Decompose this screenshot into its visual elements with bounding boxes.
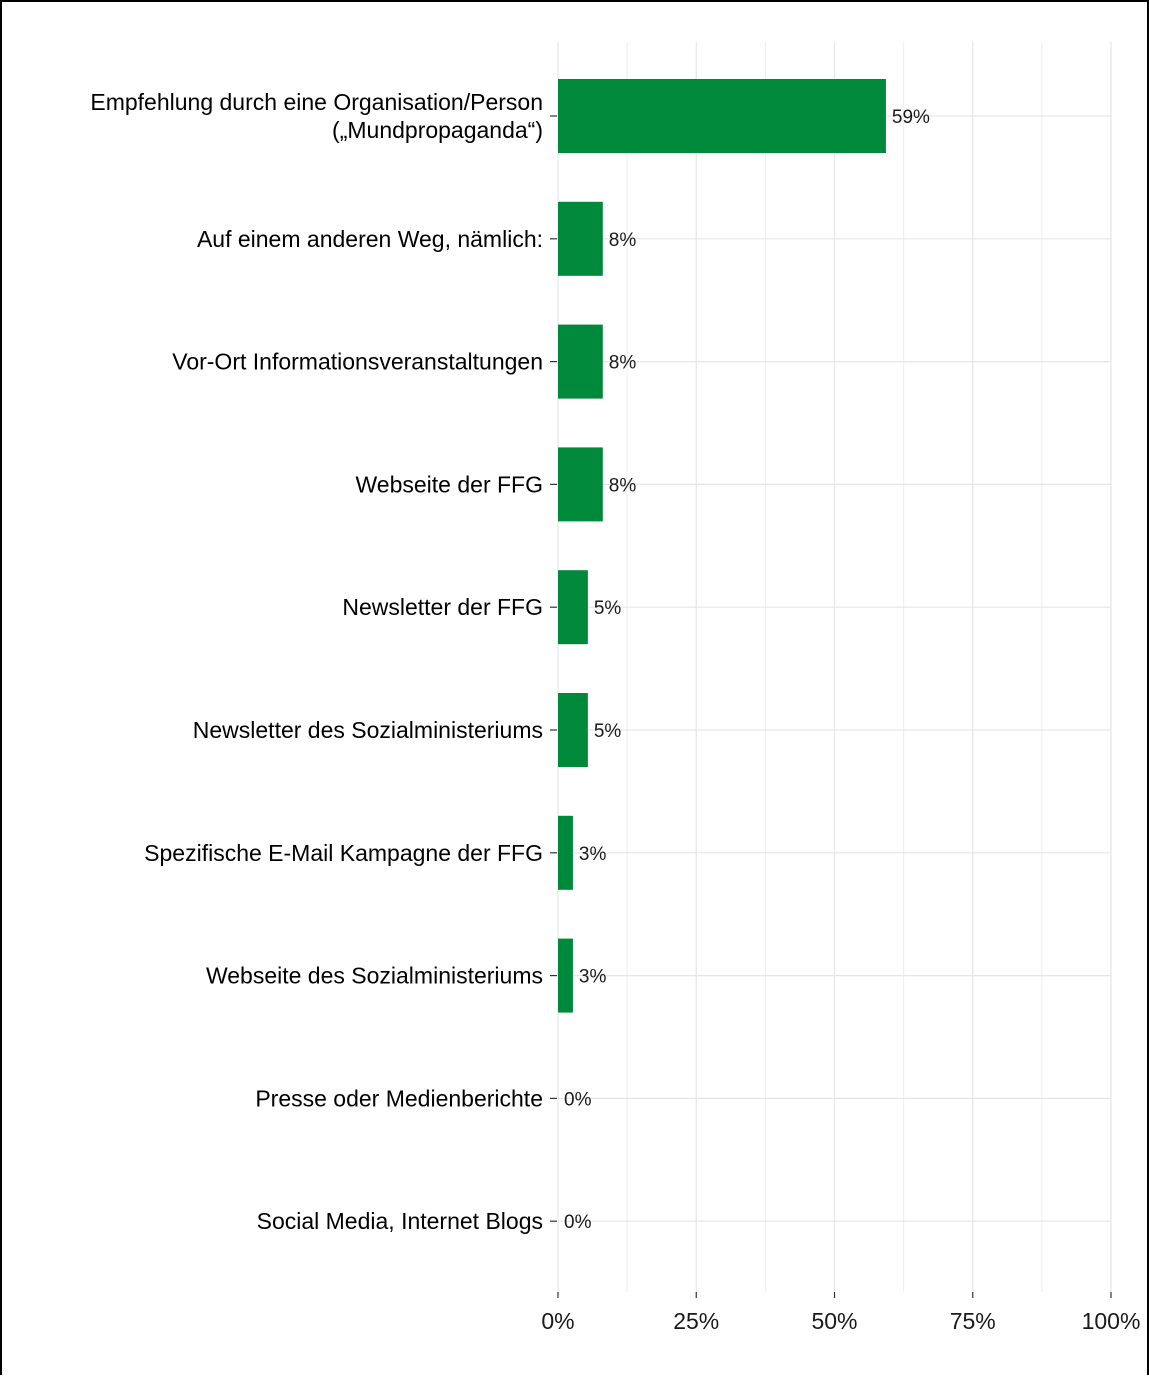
- value-label: 59%: [892, 107, 930, 128]
- bar: [558, 815, 573, 890]
- bar: [558, 324, 603, 399]
- bar: [558, 938, 573, 1013]
- value-label: 8%: [609, 475, 637, 496]
- value-label: 3%: [579, 844, 607, 865]
- bar: [558, 570, 588, 645]
- x-tick-label: 75%: [950, 1308, 996, 1334]
- category-label: Newsletter der FFG: [342, 594, 543, 620]
- category-label: Spezifische E-Mail Kampagne der FFG: [144, 840, 543, 866]
- value-label: 8%: [609, 230, 637, 251]
- category-label: Webseite der FFG: [356, 471, 543, 497]
- category-label: Empfehlung durch eine Organisation/Perso…: [90, 89, 543, 115]
- value-label: 0%: [564, 1212, 592, 1233]
- bar: [558, 693, 588, 767]
- value-label: 5%: [594, 721, 622, 742]
- value-label: 0%: [564, 1089, 592, 1110]
- x-tick-label: 50%: [811, 1308, 857, 1334]
- x-tick-label: 25%: [673, 1308, 719, 1334]
- bar: [558, 79, 886, 153]
- x-tick-label: 0%: [541, 1308, 574, 1334]
- category-label: („Mundpropaganda“): [332, 117, 543, 143]
- bar: [558, 447, 603, 522]
- value-label: 3%: [579, 967, 607, 988]
- category-label: Vor-Ort Informationsveranstaltungen: [172, 349, 543, 375]
- category-label: Auf einem anderen Weg, nämlich:: [197, 226, 543, 252]
- category-label: Newsletter des Sozialministeriums: [193, 717, 543, 743]
- value-label: 5%: [594, 598, 622, 619]
- value-label: 8%: [609, 353, 637, 374]
- bar: [558, 201, 603, 276]
- category-label: Webseite des Sozialministeriums: [206, 963, 543, 989]
- x-tick-label: 100%: [1082, 1308, 1141, 1334]
- category-label: Social Media, Internet Blogs: [257, 1208, 543, 1234]
- category-label: Presse oder Medienberichte: [255, 1085, 543, 1111]
